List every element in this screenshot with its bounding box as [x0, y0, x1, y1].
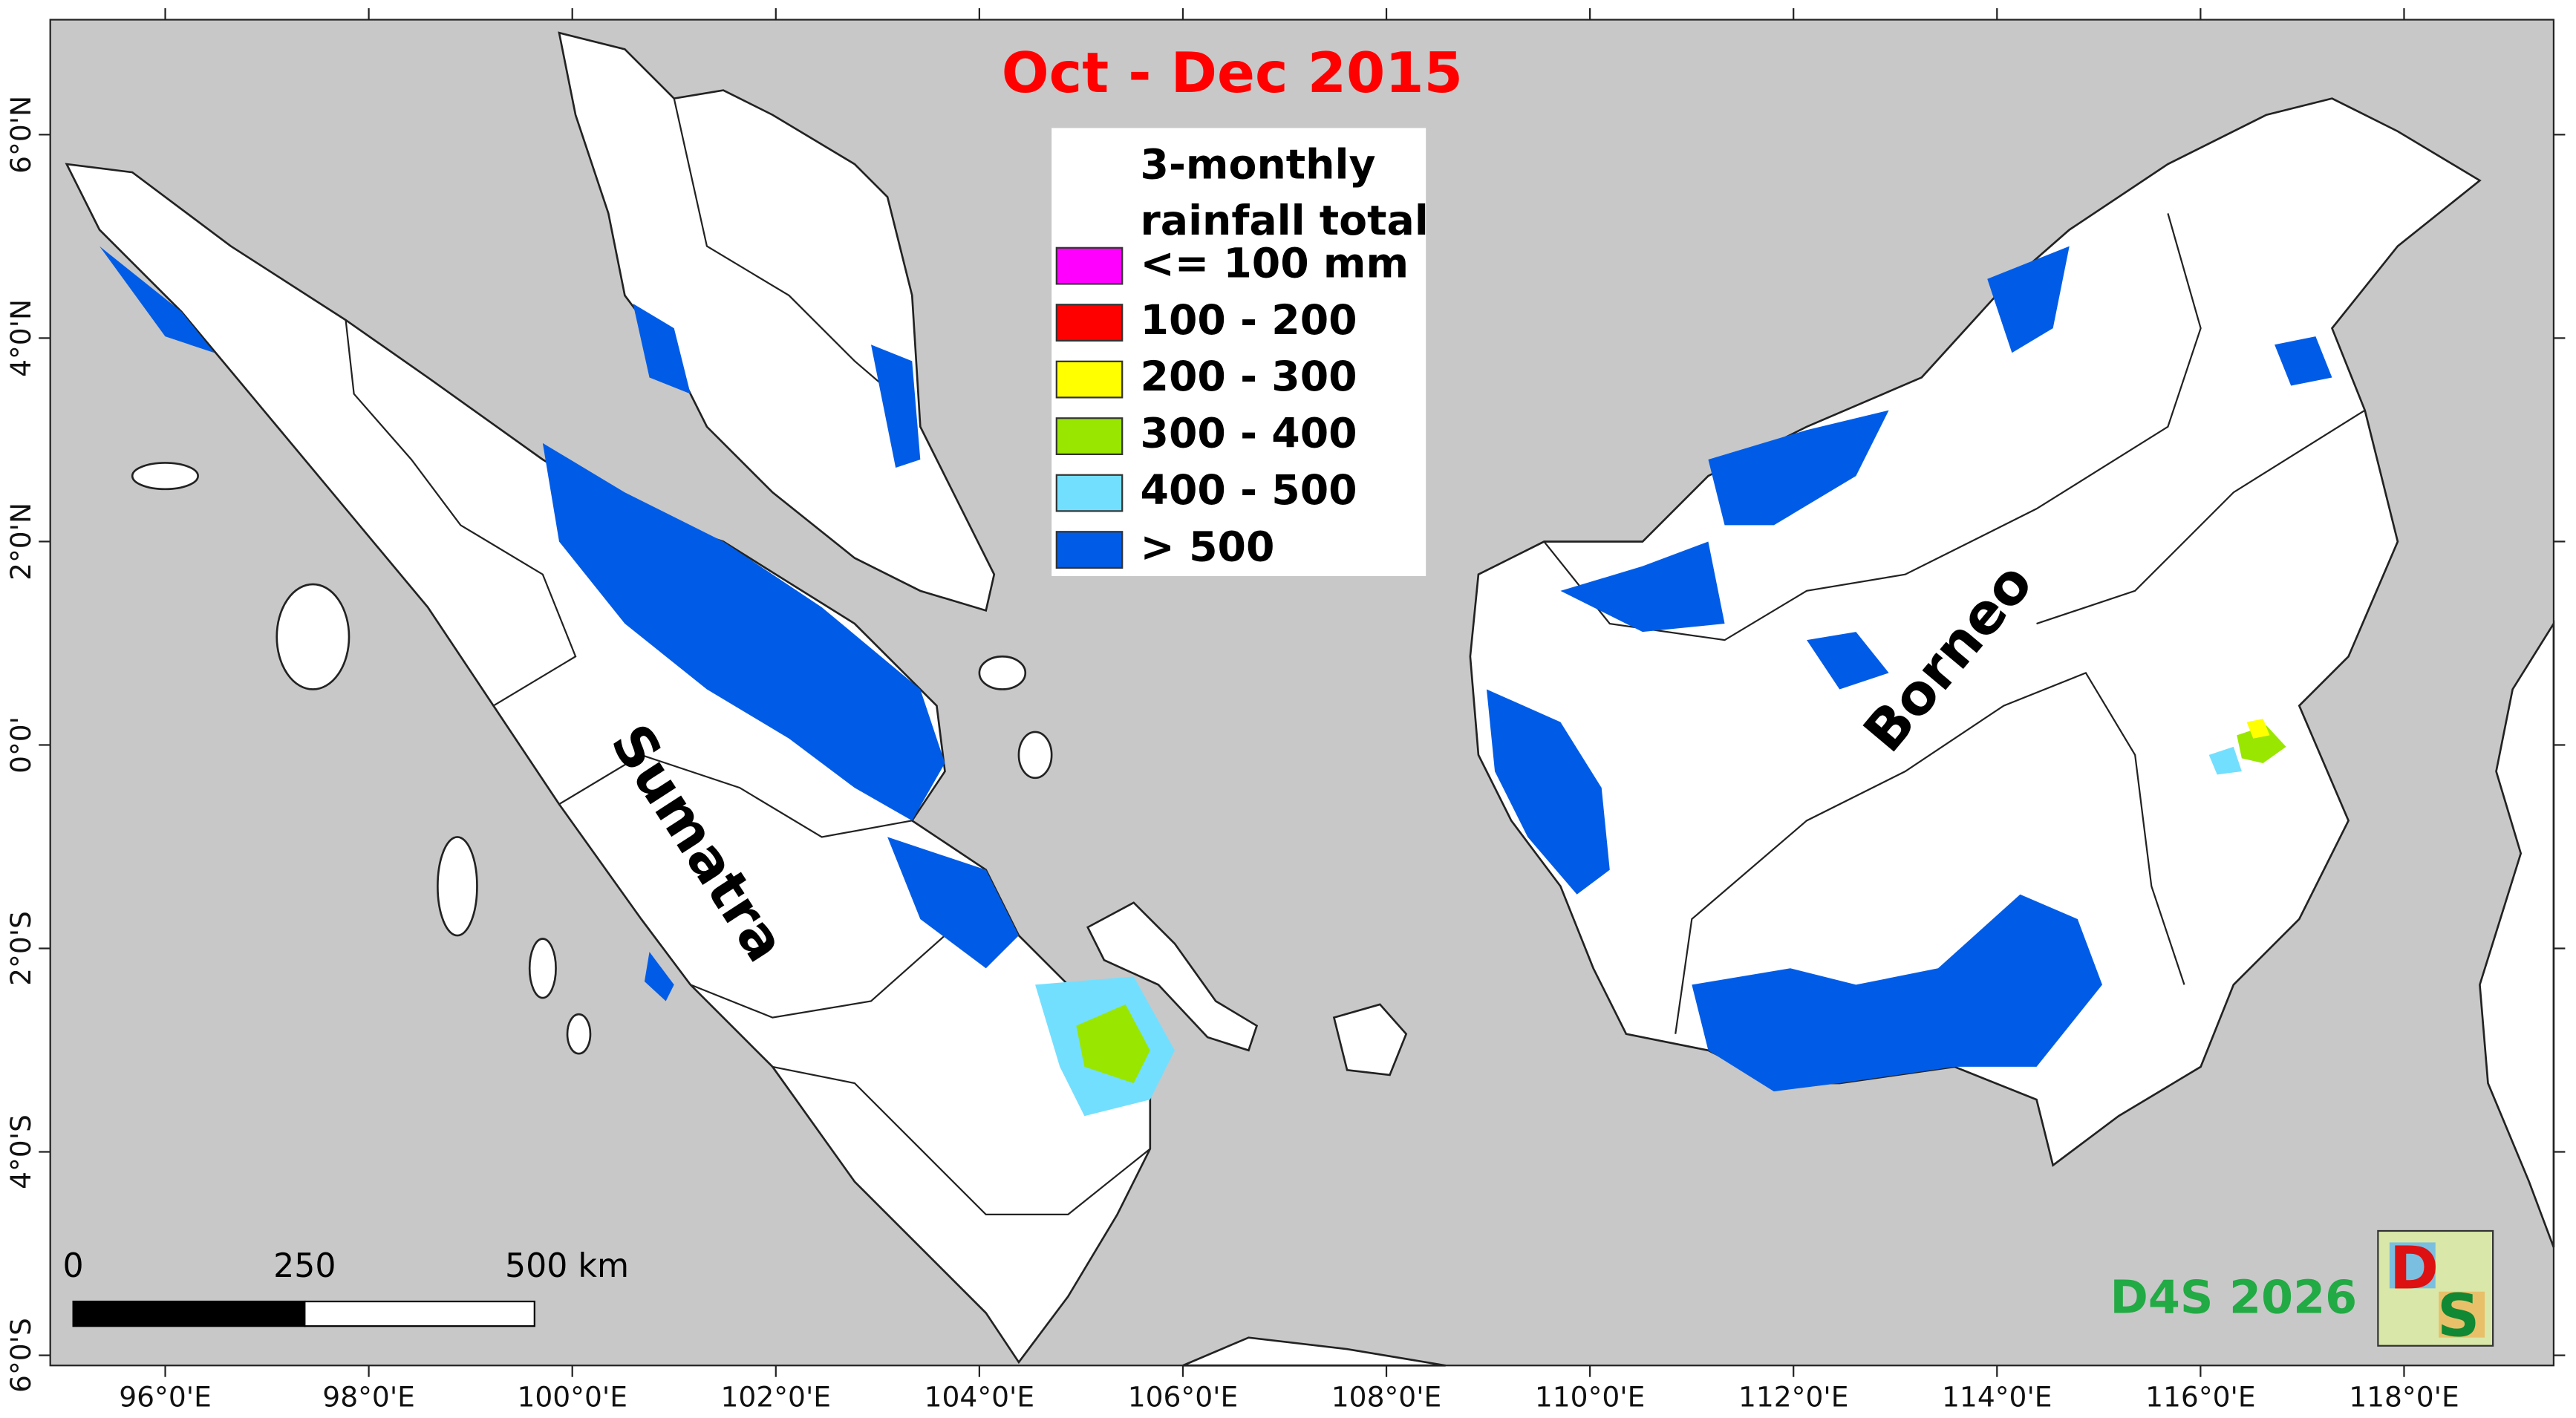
y-tick-label: 4°0'N — [4, 299, 37, 377]
logo-letter: S — [2437, 1281, 2479, 1350]
java-edge — [1182, 1336, 1446, 1367]
island — [131, 462, 199, 491]
y-tick-label: 4°0'S — [4, 1114, 37, 1189]
land — [65, 31, 2555, 1367]
scale-segment — [304, 1300, 535, 1327]
rainfall-patch — [633, 303, 691, 394]
x-tick-label: 106°0'E — [1128, 1381, 1238, 1414]
sulawesi-edge — [2479, 620, 2555, 1248]
siberut-island — [528, 938, 557, 999]
logo-tile — [2389, 1242, 2436, 1289]
logo: D S — [2377, 1229, 2494, 1350]
rainfall-patch — [1708, 410, 1889, 526]
y-tick-label: 0°0' — [4, 716, 37, 774]
x-tick-label: 104°0'E — [925, 1381, 1035, 1414]
legend-swatch — [1055, 417, 1124, 456]
province-border — [2036, 409, 2366, 625]
x-tick-label: 100°0'E — [517, 1381, 627, 1414]
rainfall-patch — [1560, 541, 1725, 633]
legend-label: > 500 — [1141, 524, 1275, 572]
legend-swatch — [1055, 474, 1124, 512]
rainfall-patch — [542, 442, 945, 821]
logo-letter: D — [2390, 1233, 2439, 1302]
nias-island — [437, 836, 478, 937]
bangka-island — [1086, 901, 1259, 1052]
x-tick-label: 110°0'E — [1535, 1381, 1646, 1414]
x-tick-label: 116°0'E — [2145, 1381, 2256, 1414]
scale-bar: 0 250 500 km — [63, 1247, 629, 1327]
y-tick-label: 2°0'S — [4, 911, 37, 986]
rainfall-patch — [1076, 1004, 1150, 1084]
y-tick-label: 6°0'S — [4, 1318, 37, 1393]
legend-title: 3-monthly — [1141, 142, 1376, 189]
x-tick-label: 114°0'E — [1942, 1381, 2052, 1414]
legend-label: 300 - 400 — [1141, 411, 1357, 458]
legend-swatch — [1055, 360, 1124, 399]
x-tick-label: 112°0'E — [1738, 1381, 1849, 1414]
scale-label: 250 — [273, 1247, 336, 1285]
simeulue-island — [275, 583, 350, 690]
island — [566, 1013, 592, 1055]
province-border — [772, 1065, 1151, 1215]
rainfall-patch — [887, 837, 1019, 969]
rainfall-patch — [2208, 746, 2242, 775]
island — [978, 655, 1027, 690]
rainfall-patch — [870, 344, 921, 468]
rainfall-patch — [99, 246, 215, 353]
logo-tile — [2439, 1291, 2485, 1338]
rainfall-patch — [2275, 336, 2332, 386]
province-border — [1675, 671, 2185, 1034]
rainfall-patch — [644, 952, 674, 1002]
x-tick-label: 96°0'E — [119, 1381, 212, 1414]
province-border — [345, 319, 577, 707]
x-tick-label: 118°0'E — [2349, 1381, 2459, 1414]
graticule: 96°0'E 98°0'E 100°0'E 102°0'E 104°0'E 106°0'E… — [4, 8, 2566, 1414]
scale-label: 500 km — [505, 1247, 629, 1285]
legend-label: 100 - 200 — [1141, 297, 1357, 344]
map-title: Oct - Dec 2015 — [1002, 40, 1463, 105]
legend-swatch — [1055, 304, 1124, 342]
rainfall-patch — [1692, 894, 2102, 1092]
rainfall-patches — [99, 246, 2332, 1117]
rainfall-patch — [1807, 632, 1889, 690]
scale-segment — [72, 1300, 306, 1327]
x-tick-label: 102°0'E — [721, 1381, 832, 1414]
credit: D4S 2026 — [2110, 1271, 2357, 1324]
belitung-island — [1332, 1003, 1408, 1076]
rainfall-patch — [1486, 689, 1610, 895]
rainfall-patch — [2246, 719, 2270, 739]
rainfall-patch — [2237, 725, 2286, 763]
x-tick-label: 108°0'E — [1331, 1381, 1442, 1414]
y-tick-label: 2°0'N — [4, 503, 37, 581]
legend-title: rainfall total — [1141, 197, 1429, 245]
y-tick-label: 6°0'N — [4, 96, 37, 174]
legend: 3-monthly rainfall total <= 100 mm 100 - … — [1051, 128, 1429, 576]
x-tick-label: 98°0'E — [322, 1381, 415, 1414]
legend-label: 400 - 500 — [1141, 467, 1357, 514]
province-border — [673, 98, 913, 411]
legend-swatch — [1055, 531, 1124, 569]
province-border — [558, 754, 913, 838]
rainfall-patch — [1987, 246, 2070, 353]
legend-label: 200 - 300 — [1141, 353, 1357, 401]
legend-swatch — [1055, 246, 1124, 285]
island — [1017, 731, 1053, 780]
scale-label: 0 — [63, 1247, 84, 1285]
legend-label: <= 100 mm — [1141, 240, 1409, 287]
